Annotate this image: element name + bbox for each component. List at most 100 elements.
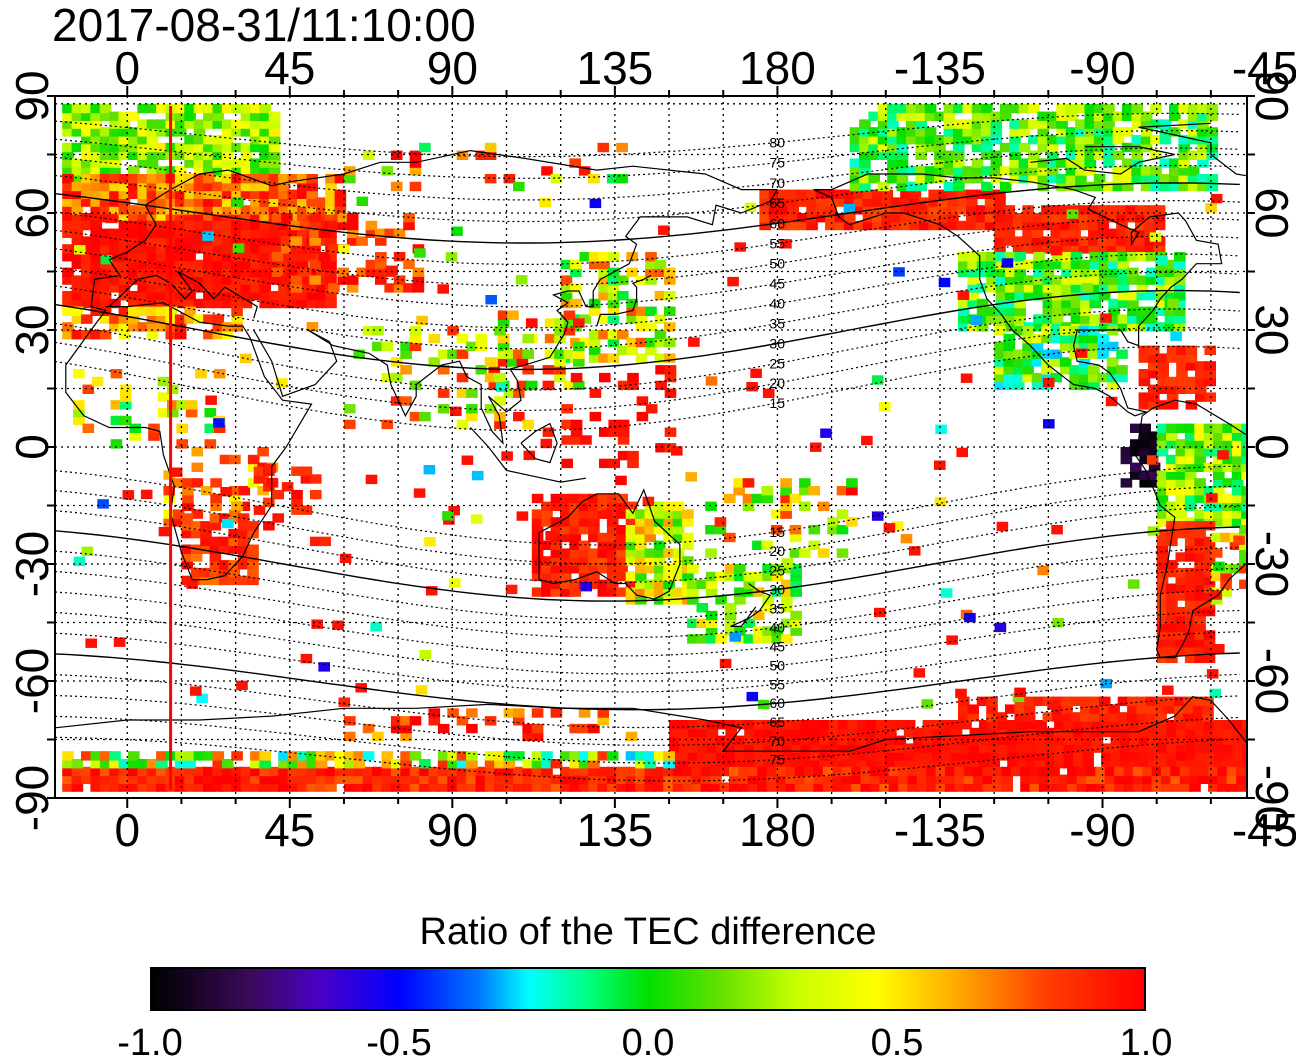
tec-cell: [1089, 291, 1102, 301]
tec-cell: [409, 782, 422, 792]
tec-cell: [390, 716, 403, 726]
tec-cell: [994, 244, 1006, 254]
tec-cell: [297, 766, 309, 777]
tec-cell: [915, 142, 927, 153]
tec-cell: [193, 127, 206, 137]
tec-cell: [1035, 751, 1047, 761]
tec-cell: [992, 782, 1004, 792]
tec-cell: [1204, 369, 1216, 379]
tec-cell: [1018, 174, 1031, 184]
tec-cell: [1148, 353, 1160, 363]
tec-cell: [809, 743, 822, 753]
tec-cell: [231, 774, 243, 784]
tec-cell: [209, 560, 222, 570]
tec-cell: [1150, 174, 1162, 184]
tec-cell: [403, 283, 415, 293]
tec-cell: [653, 587, 666, 597]
tec-cell: [994, 213, 1006, 223]
tec-cell: [156, 119, 168, 129]
tec-cell: [228, 536, 240, 547]
tec-cell: [940, 588, 953, 598]
tec-cell: [505, 584, 518, 595]
tec-cell: [953, 142, 965, 153]
tec-cell: [1144, 220, 1156, 231]
tec-cell: [513, 716, 525, 726]
tec-cell: [503, 774, 516, 784]
tec-cell: [772, 727, 784, 738]
tec-cell: [403, 259, 415, 270]
tec-cell: [578, 564, 591, 574]
tec-cell: [1120, 454, 1133, 465]
tec-cell: [687, 618, 699, 628]
tec-cell: [806, 197, 818, 207]
tec-cell: [337, 213, 350, 223]
tec-cell: [156, 252, 168, 262]
tec-cell: [1187, 166, 1200, 176]
tec-cell: [655, 365, 667, 375]
tec-cell: [90, 766, 102, 777]
tec-cell: [531, 564, 544, 574]
x-tick-label-top: 90: [427, 42, 478, 94]
tec-cell: [240, 298, 253, 309]
tec-cell: [846, 517, 858, 527]
tec-cell: [969, 735, 982, 745]
tec-cell: [318, 228, 331, 238]
tec-cell: [1194, 423, 1206, 433]
frame-ticks: [47, 86, 1255, 808]
tec-cell: [71, 158, 84, 168]
tec-cell: [1198, 774, 1211, 784]
tec-cell: [315, 213, 328, 223]
tec-cell: [137, 189, 149, 199]
tec-cell: [759, 213, 771, 223]
tec-cell: [268, 166, 281, 176]
tec-cell: [1044, 727, 1057, 738]
tec-cell: [182, 501, 194, 511]
tec-cell: [1175, 470, 1188, 480]
tec-cell: [617, 275, 629, 285]
tec-cell: [550, 587, 563, 597]
tec-cell: [334, 766, 347, 777]
tec-cell: [346, 275, 359, 285]
tec-cell: [859, 166, 871, 176]
tec-cell: [962, 127, 974, 137]
tec-cell: [259, 103, 271, 114]
tec-cell: [85, 638, 97, 648]
tec-cell: [1093, 174, 1106, 184]
tec-cell: [268, 111, 281, 121]
tec-cell: [819, 759, 831, 769]
tec-cell: [1175, 622, 1188, 632]
tec-cell: [635, 532, 647, 543]
tec-cell: [691, 782, 704, 792]
tec-cell: [1135, 205, 1147, 215]
tec-cell: [672, 501, 685, 511]
tec-cell: [762, 564, 774, 574]
tec-cell: [193, 774, 206, 784]
tec-cell: [644, 532, 657, 543]
tec-cell: [541, 540, 553, 550]
mlat-contour: [55, 308, 1240, 391]
tec-cell: [1046, 119, 1059, 129]
tec-cell: [560, 501, 572, 511]
tec-cell: [1061, 267, 1073, 277]
tec-cell: [578, 501, 591, 511]
tec-cell: [790, 610, 802, 621]
tec-cell: [1140, 127, 1153, 137]
tec-cell: [682, 540, 694, 550]
tec-cell: [81, 546, 94, 556]
tec-cell: [221, 174, 234, 184]
tec-cell: [466, 759, 478, 769]
tec-cell: [344, 782, 356, 792]
tec-cell: [990, 119, 1003, 129]
tec-cell: [1241, 447, 1247, 457]
tec-cell: [791, 759, 803, 769]
tec-cell: [184, 228, 196, 238]
tec-cell: [1184, 423, 1197, 433]
tec-cell: [99, 111, 112, 121]
tec-cell: [81, 213, 93, 223]
tec-cell: [339, 553, 352, 564]
tec-cell: [74, 245, 86, 255]
tec-cell: [563, 318, 576, 328]
tec-cell: [1155, 275, 1167, 285]
tec-cell: [456, 419, 469, 430]
tec-cell: [1213, 470, 1225, 480]
